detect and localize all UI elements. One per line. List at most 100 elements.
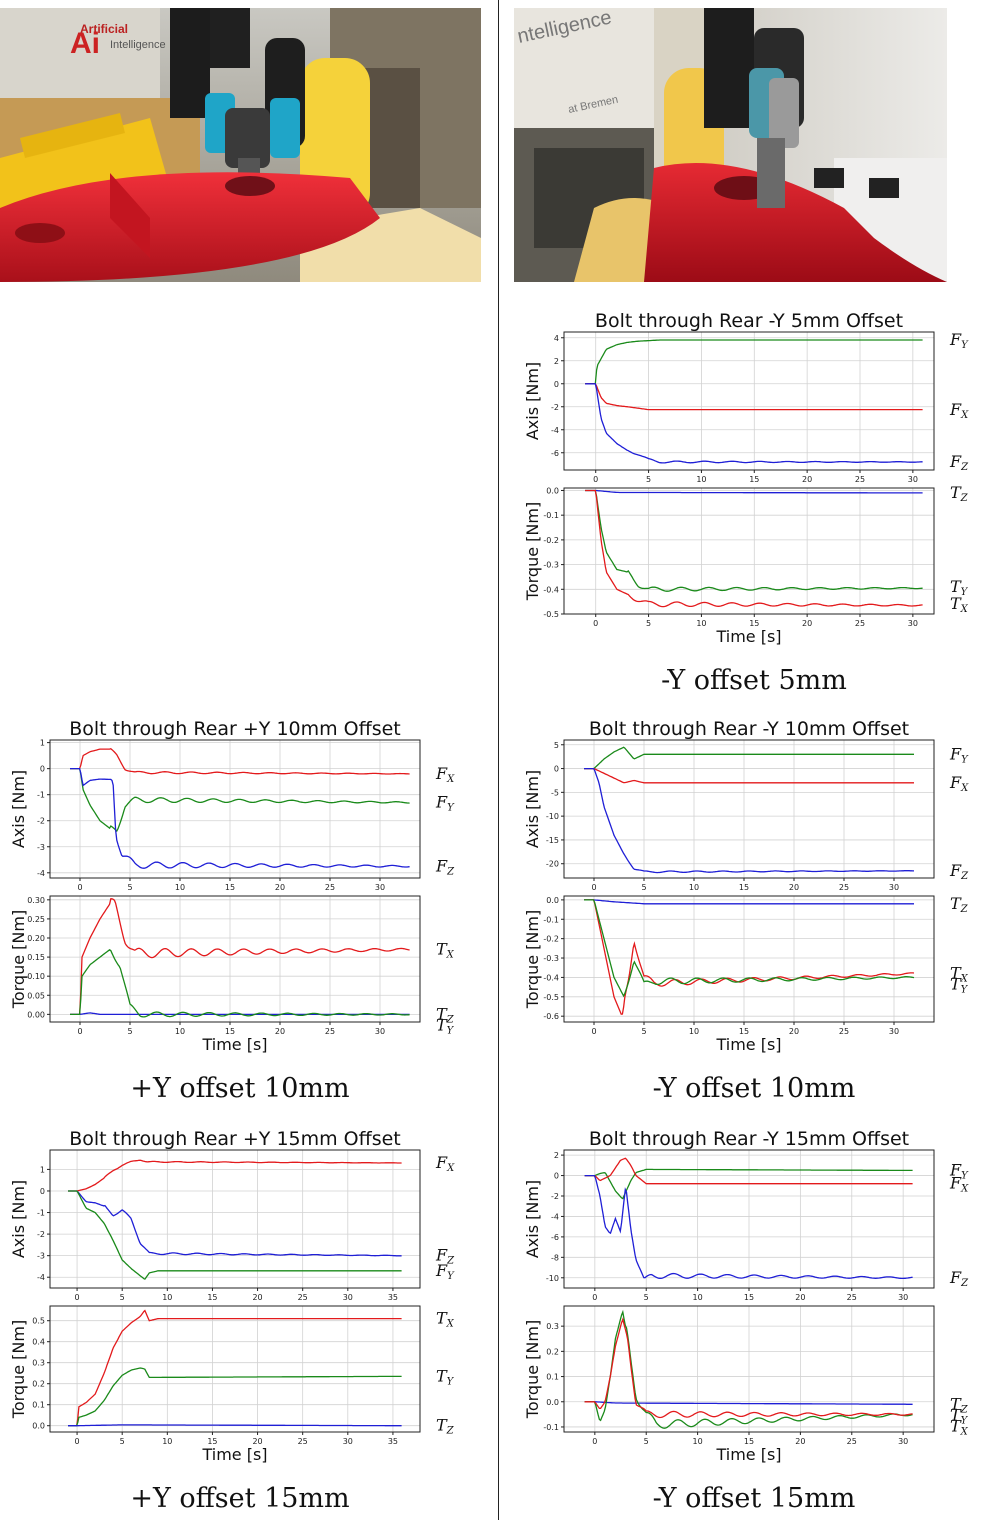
chart-panel-pos10: Bolt through Rear +Y 10mm Offset 1 0 -1 -2 -3… — [0, 718, 470, 1063]
y-axis-label: Axis [Nm] — [523, 770, 542, 848]
y-axis-label: Torque [Nm] — [523, 1320, 542, 1419]
series-line-fy — [584, 746, 914, 770]
x-tick-label: 25 — [839, 1027, 849, 1036]
x-tick-label: 25 — [855, 475, 865, 484]
x-tick-label: 15 — [225, 1027, 235, 1036]
x-tick-label: 20 — [789, 883, 799, 892]
series-line-ty — [585, 489, 923, 592]
series-line-fz — [585, 383, 923, 464]
y-tick-label: 0.25 — [27, 915, 45, 924]
x-tick-label: 0 — [77, 883, 82, 892]
x-tick-label: 0 — [592, 1293, 597, 1302]
subplot: 0.3 0.2 0.1 0.0 -0.1 0 5 10 15 20 25 30 Torque [Nm] T… — [523, 1305, 969, 1464]
series-line-fy — [70, 767, 410, 833]
caption-pos10: +Y offset 10mm — [130, 1073, 350, 1104]
y-tick-label: -3 — [37, 843, 45, 852]
x-tick-label: 15 — [207, 1293, 217, 1302]
x-tick-label: 30 — [889, 883, 899, 892]
series-label-fy: FY — [949, 744, 969, 765]
svg-text:Intelligence: Intelligence — [110, 39, 166, 51]
chart-title: Bolt through Rear -Y 5mm Offset — [595, 310, 903, 332]
x-tick-label: 0 — [593, 475, 598, 484]
y-tick-label: -0.5 — [543, 610, 559, 619]
chart-title: Bolt through Rear +Y 15mm Offset — [69, 1128, 401, 1150]
y-axis-label: Axis [Nm] — [523, 362, 542, 440]
y-tick-label: -4 — [37, 1273, 45, 1282]
x-tick-label: 20 — [802, 619, 812, 628]
series-label-fy: FY — [435, 792, 455, 813]
x-tick-label: 10 — [696, 475, 706, 484]
y-tick-label: -2 — [37, 1230, 45, 1239]
x-tick-label: 20 — [275, 1027, 285, 1036]
subplot: 5 0 -5 -10 -15 -20 0 5 10 15 20 25 30 Axis [Nm] FY FX FZ — [523, 739, 969, 892]
y-tick-label: 0.0 — [546, 896, 559, 905]
x-tick-label: 0 — [593, 619, 598, 628]
x-tick-label: 10 — [693, 1437, 703, 1446]
y-tick-label: -15 — [546, 836, 559, 845]
series-line-tx — [68, 1309, 402, 1427]
subplot: 0.0 -0.1 -0.2 -0.3 -0.4 -0.5 -0.6 0 5 10 15 20 25 30 T… — [523, 894, 969, 1054]
series-line-fz — [584, 1174, 913, 1280]
y-tick-label: -0.2 — [543, 536, 559, 545]
series-label-fx: FX — [949, 400, 969, 421]
series-label-fx: FX — [435, 764, 455, 785]
y-tick-label: -2 — [37, 817, 45, 826]
y-tick-label: 0.3 — [546, 1322, 559, 1331]
series-label-tz: TZ — [950, 894, 969, 915]
x-tick-label: 15 — [739, 883, 749, 892]
series-line-fy — [584, 1168, 913, 1200]
x-tick-label: 30 — [343, 1293, 353, 1302]
y-tick-label: 0.5 — [32, 1317, 45, 1326]
x-tick-label: 5 — [646, 475, 651, 484]
chart-pos10: Bolt through Rear +Y 10mm Offset10-1-2-3… — [9, 718, 455, 1054]
y-tick-label: -10 — [546, 812, 559, 821]
chart-neg5: Bolt through Rear -Y 5mm Offset420-2-4-6… — [523, 310, 969, 646]
y-tick-label: 0 — [554, 380, 559, 389]
chart-panel-pos15: Bolt through Rear +Y 15mm Offset 1 0 -1 -2 -3… — [0, 1128, 470, 1473]
y-tick-label: 2 — [554, 1151, 559, 1160]
series-label-fz: FZ — [949, 1268, 969, 1289]
x-tick-label: 30 — [889, 1027, 899, 1036]
y-tick-label: -4 — [551, 426, 559, 435]
y-tick-label: 0.05 — [27, 991, 45, 1000]
plot-frame — [563, 487, 935, 615]
y-tick-label: 4 — [554, 334, 559, 343]
series-line-fx — [585, 383, 923, 411]
x-tick-label: 0 — [77, 1027, 82, 1036]
y-tick-label: 0.2 — [32, 1380, 45, 1389]
y-tick-label: -1 — [37, 791, 45, 800]
plot-frame — [563, 331, 935, 471]
x-tick-label: 20 — [795, 1437, 805, 1446]
y-tick-label: -1 — [37, 1209, 45, 1218]
y-tick-label: -0.5 — [543, 993, 559, 1002]
x-tick-label: 10 — [175, 1027, 185, 1036]
x-tick-label: 0 — [75, 1437, 80, 1446]
y-axis-label: Torque [Nm] — [523, 910, 542, 1009]
x-tick-label: 15 — [744, 1293, 754, 1302]
series-line-tz — [584, 1401, 913, 1405]
y-tick-label: 0.0 — [546, 1398, 559, 1407]
x-tick-label: 5 — [641, 1027, 646, 1036]
chart-panel-neg5: Bolt through Rear -Y 5mm Offset 4 2 0 -2 -4 -6… — [514, 310, 984, 655]
y-tick-label: 5 — [554, 741, 559, 750]
series-line-fx — [584, 1157, 913, 1185]
series-line-fx — [68, 1159, 402, 1192]
series-line-fz — [584, 767, 914, 874]
series-line-tx — [585, 489, 923, 608]
y-tick-label: -10 — [546, 1274, 559, 1283]
y-tick-label: -0.3 — [543, 954, 559, 963]
series-line-tz — [585, 489, 923, 494]
y-tick-label: 0.3 — [32, 1359, 45, 1368]
x-tick-label: 0 — [591, 883, 596, 892]
y-tick-label: -4 — [551, 1212, 559, 1221]
series-line-fy — [68, 1190, 402, 1280]
series-label-fz: FZ — [949, 452, 969, 473]
y-tick-label: 0 — [40, 765, 45, 774]
series-line-tz — [584, 899, 914, 905]
x-tick-label: 15 — [739, 1027, 749, 1036]
x-axis-label: Time [s] — [715, 1035, 781, 1054]
x-tick-label: 0 — [75, 1293, 80, 1302]
x-tick-label: 35 — [388, 1437, 398, 1446]
